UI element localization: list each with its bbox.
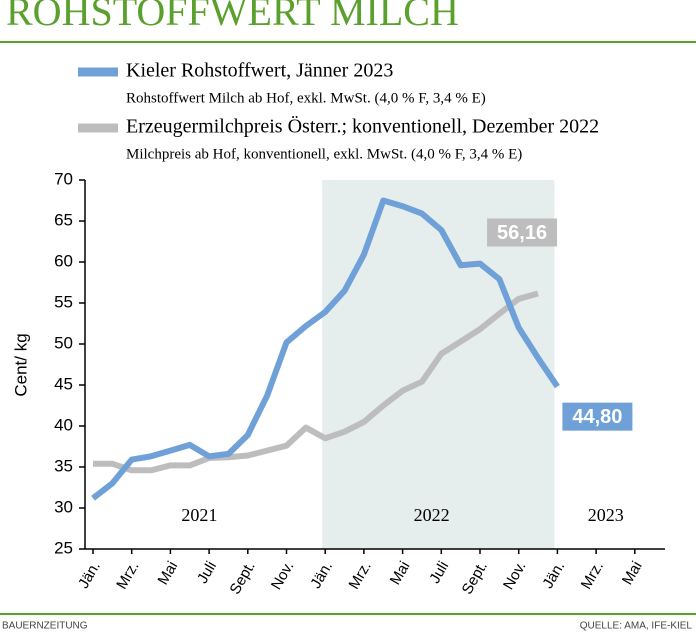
x-tick-label: Jän. bbox=[307, 558, 336, 591]
y-tick-label: 70 bbox=[54, 169, 73, 188]
series-line bbox=[93, 290, 539, 474]
y-tick-label: 50 bbox=[54, 333, 73, 352]
value-label-box bbox=[487, 218, 558, 247]
y-tick-label: 35 bbox=[54, 456, 73, 475]
x-tick-label: Mrz. bbox=[113, 558, 142, 592]
value-label: 44,80 bbox=[572, 406, 622, 428]
x-tick-label: Sept. bbox=[226, 558, 258, 597]
x-tick-label: Jän. bbox=[539, 558, 568, 591]
x-tick-label: Mrz. bbox=[578, 558, 607, 592]
year-label: 2022 bbox=[414, 505, 450, 525]
x-tick-label: Mrz. bbox=[345, 558, 374, 592]
chart-title: ROHSTOFFWERT MILCH bbox=[6, 0, 459, 34]
y-tick-label: 60 bbox=[54, 251, 73, 270]
x-tick-label: Mai bbox=[387, 558, 414, 587]
y-tick-label: 65 bbox=[54, 210, 73, 229]
legend-label: Erzeugermilchpreis Österr.; konventionel… bbox=[126, 115, 599, 138]
y-tick-label: 45 bbox=[54, 374, 73, 393]
year-label: 2021 bbox=[181, 505, 217, 525]
y-axis-label: Cent/ kg bbox=[11, 333, 30, 396]
x-tick-label: Mai bbox=[619, 558, 646, 587]
x-tick-label: Mai bbox=[154, 558, 181, 587]
value-label: 56,16 bbox=[497, 222, 547, 244]
value-label-box bbox=[562, 402, 633, 431]
series-line bbox=[91, 197, 560, 501]
legend-description: Milchpreis ab Hof, konventionell, exkl. … bbox=[126, 146, 522, 162]
y-tick-label: 25 bbox=[54, 538, 73, 557]
source-right: QUELLE: AMA, IFE-KIEL bbox=[580, 621, 693, 632]
x-tick-label: Nov. bbox=[500, 558, 530, 592]
x-tick-label: Jän. bbox=[75, 558, 104, 591]
y-tick-label: 40 bbox=[54, 415, 73, 434]
x-tick-label: Nov. bbox=[268, 558, 298, 592]
source-left: BAUERNZEITUNG bbox=[2, 621, 88, 632]
y-tick-label: 55 bbox=[54, 292, 73, 311]
x-tick-label: Juli bbox=[426, 558, 452, 586]
y-tick-label: 30 bbox=[54, 497, 73, 516]
x-tick-label: Sept. bbox=[459, 558, 491, 597]
legend-label: Kieler Rohstoffwert, Jänner 2023 bbox=[126, 60, 393, 82]
legend-description: Rohstoffwert Milch ab Hof, exkl. MwSt. (… bbox=[126, 90, 486, 106]
year-label: 2023 bbox=[588, 505, 624, 525]
x-tick-label: Juli bbox=[194, 558, 220, 586]
